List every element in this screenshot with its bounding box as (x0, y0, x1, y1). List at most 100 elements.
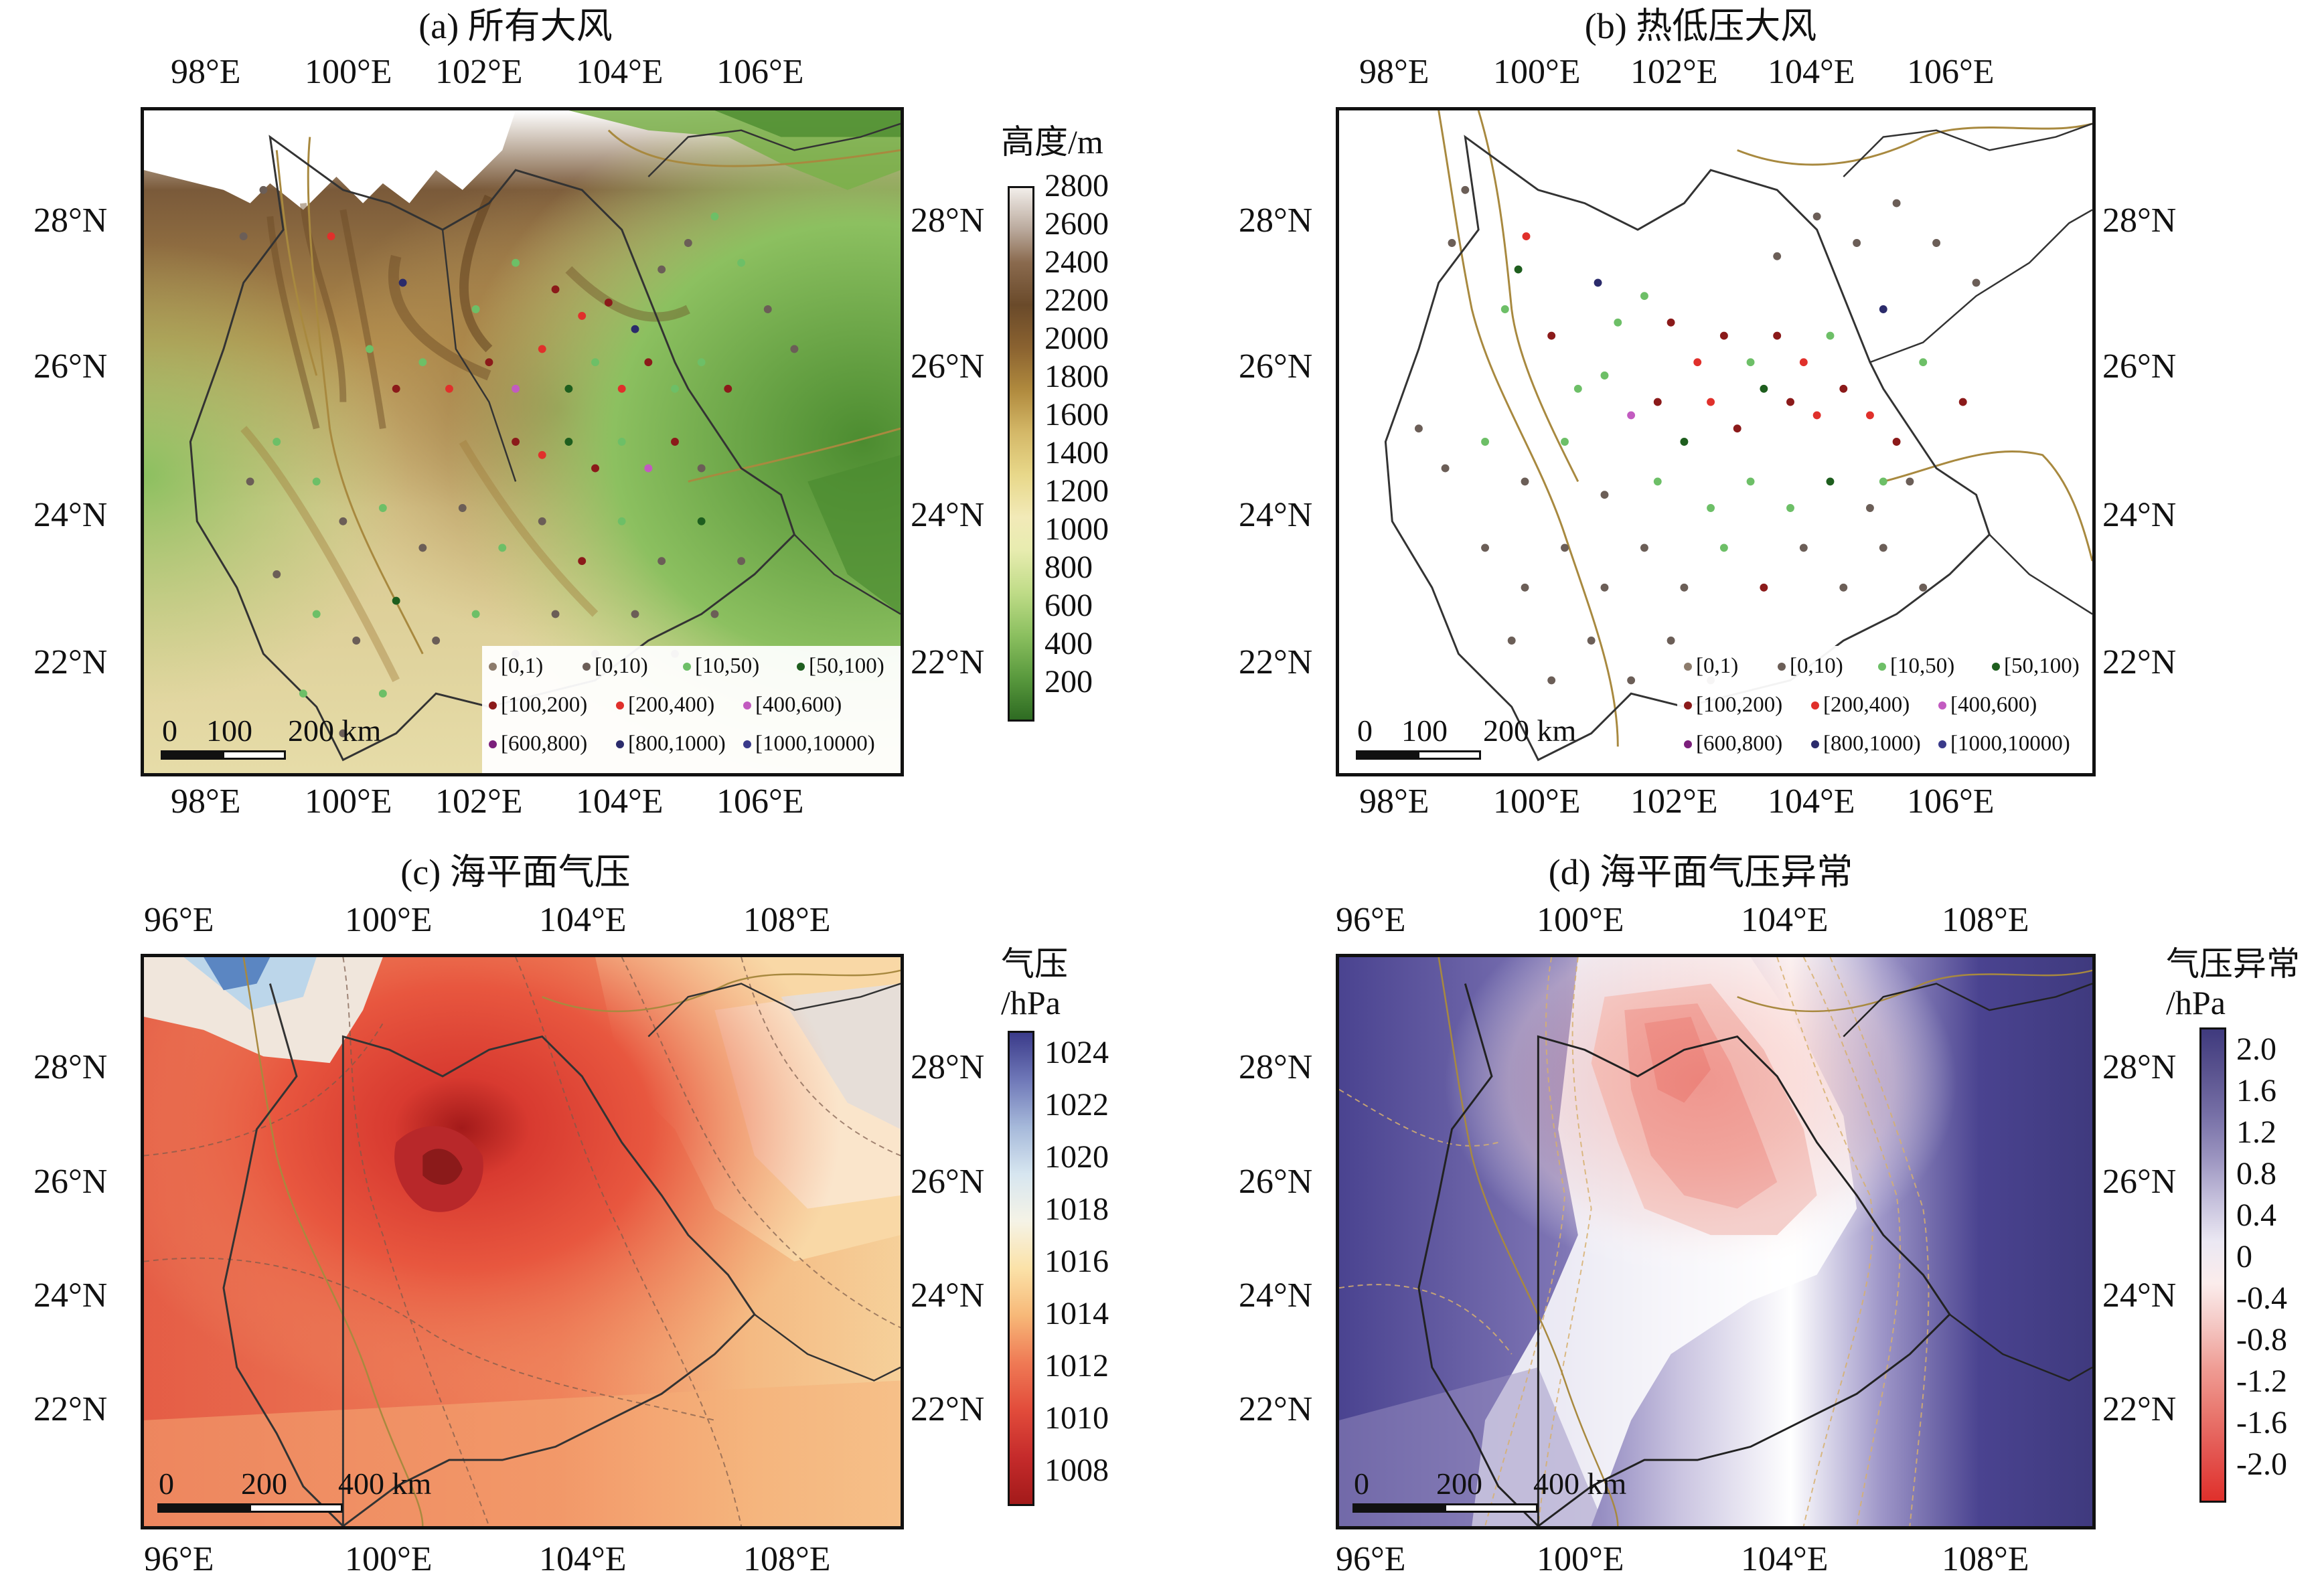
lat-label-left: 22°N (1239, 1390, 1313, 1428)
lat-label-right: 28°N (2102, 201, 2177, 240)
lon-label-bottom: 100°E (1537, 1540, 1624, 1578)
lon-label-top: 96°E (1336, 901, 1406, 939)
legend-swatch (743, 701, 751, 710)
legend-item: [10,50) (1878, 654, 1954, 679)
lon-label-bottom: 106°E (1907, 782, 1995, 821)
lon-label-top: 100°E (345, 901, 433, 939)
wind-stations-a (239, 185, 799, 738)
scale-bar-d: 0 200 400 km (1352, 1466, 1626, 1519)
lat-label-right: 22°N (2102, 643, 2177, 681)
legend-item: [0,10) (583, 654, 648, 679)
legend-item: [200,400) (616, 693, 714, 718)
lon-label-top: 98°E (1359, 53, 1429, 91)
legend-swatch (616, 701, 624, 710)
legend-swatch (1811, 701, 1819, 710)
lon-label-bottom: 106°E (716, 782, 804, 821)
legend-item: [400,600) (743, 693, 842, 718)
lat-label-right: 26°N (2102, 1163, 2177, 1201)
legend-swatch (1992, 662, 2000, 671)
lon-label-bottom: 98°E (171, 782, 241, 821)
lon-label-top: 100°E (1493, 53, 1581, 91)
lon-label-top: 98°E (171, 53, 241, 91)
lat-label-left: 28°N (33, 201, 108, 240)
legend-swatch (743, 740, 751, 748)
pressure-anomaly-map: 0 200 400 km (1336, 954, 2096, 1529)
panel-a-title: (a) 所有大风 (418, 6, 613, 46)
lon-label-top: 104°E (1768, 53, 1855, 91)
heat-low-map-svg (1384, 110, 2092, 762)
pressure-anomaly-svg (1339, 957, 2092, 1526)
scale-bar-c: 0 200 400 km (157, 1466, 431, 1519)
lon-label-bottom: 96°E (1336, 1540, 1406, 1578)
legend-a: [0,1) [0,10) [10,50) [50,100) [100,200) … (482, 646, 901, 773)
panel-d-title: (d) 海平面气压异常 (1548, 852, 1853, 892)
lat-label-right: 22°N (2102, 1390, 2177, 1428)
legend-swatch (1878, 662, 1886, 671)
lon-label-bottom: 102°E (1630, 782, 1718, 821)
lon-label-top: 104°E (576, 53, 664, 91)
elevation-map: [0,1) [0,10) [10,50) [50,100) [100,200) … (141, 107, 904, 776)
lat-label-right: 24°N (2102, 496, 2177, 534)
anomaly-colorbar (2199, 1027, 2226, 1503)
legend-item: [0,10) (1778, 654, 1843, 679)
legend-swatch (489, 662, 497, 671)
legend-item: [10,50) (683, 654, 759, 679)
lat-label-left: 26°N (33, 347, 108, 386)
lat-label-right: 28°N (911, 201, 985, 240)
wind-stations-b (1414, 185, 1981, 685)
lon-label-top: 96°E (144, 901, 214, 939)
lat-label-left: 22°N (1239, 643, 1313, 681)
lon-label-top: 104°E (539, 901, 627, 939)
colorbar-d-unit: /hPa (2166, 984, 2226, 1021)
legend-swatch (1684, 740, 1692, 748)
lon-label-top: 106°E (716, 53, 804, 91)
lon-label-bottom: 100°E (305, 782, 392, 821)
legend-item: [0,1) (489, 654, 543, 679)
scale-bar-b: 0 100 200 km (1356, 713, 1576, 766)
colorbar-c-unit: /hPa (1001, 984, 1061, 1021)
legend-item: [800,1000) (616, 732, 726, 756)
lat-label-left: 26°N (1239, 1163, 1313, 1201)
panel-b-title: (b) 热低压大风 (1584, 6, 1817, 46)
lon-label-bottom: 108°E (1942, 1540, 2029, 1578)
legend-swatch (1684, 662, 1692, 671)
legend-item: [600,800) (1684, 732, 1782, 756)
legend-swatch (1938, 740, 1946, 748)
legend-item: [50,100) (797, 654, 884, 679)
lat-label-right: 26°N (911, 347, 985, 386)
colorbar-d-title: 气压异常 (2166, 945, 2300, 983)
lon-label-bottom: 100°E (345, 1540, 433, 1578)
colorbar-c-title: 气压 (1001, 945, 1068, 983)
legend-item: [400,600) (1938, 693, 2037, 718)
lat-label-left: 26°N (33, 1163, 108, 1201)
lon-label-top: 100°E (1537, 901, 1624, 939)
lat-label-left: 28°N (1239, 1048, 1313, 1086)
legend-swatch (1938, 701, 1946, 710)
lat-label-right: 22°N (911, 643, 985, 681)
lat-label-left: 22°N (33, 643, 108, 681)
lat-label-right: 24°N (911, 1276, 985, 1315)
scale-bar-a: 0 100 200 km (161, 713, 381, 766)
lat-label-left: 22°N (33, 1390, 108, 1428)
legend-item: [200,400) (1811, 693, 1910, 718)
lat-label-right: 28°N (2102, 1048, 2177, 1086)
lon-label-bottom: 104°E (1768, 782, 1855, 821)
lat-label-right: 28°N (911, 1048, 985, 1086)
lon-label-bottom: 104°E (576, 782, 664, 821)
pressure-colorbar (1008, 1031, 1034, 1506)
legend-swatch (616, 740, 624, 748)
legend-swatch (797, 662, 805, 671)
lat-label-right: 26°N (2102, 347, 2177, 386)
lat-label-left: 24°N (1239, 1276, 1313, 1315)
lon-label-top: 106°E (1907, 53, 1995, 91)
lat-label-left: 24°N (33, 496, 108, 534)
panel-c-title: (c) 海平面气压 (400, 852, 631, 892)
lon-label-top: 102°E (1630, 53, 1718, 91)
lon-label-top: 104°E (1741, 901, 1829, 939)
lat-label-left: 24°N (1239, 496, 1313, 534)
lat-label-right: 24°N (2102, 1276, 2177, 1315)
lat-label-left: 28°N (33, 1048, 108, 1086)
legend-item: [0,1) (1684, 654, 1738, 679)
lat-label-right: 24°N (911, 496, 985, 534)
lon-label-top: 108°E (1942, 901, 2029, 939)
